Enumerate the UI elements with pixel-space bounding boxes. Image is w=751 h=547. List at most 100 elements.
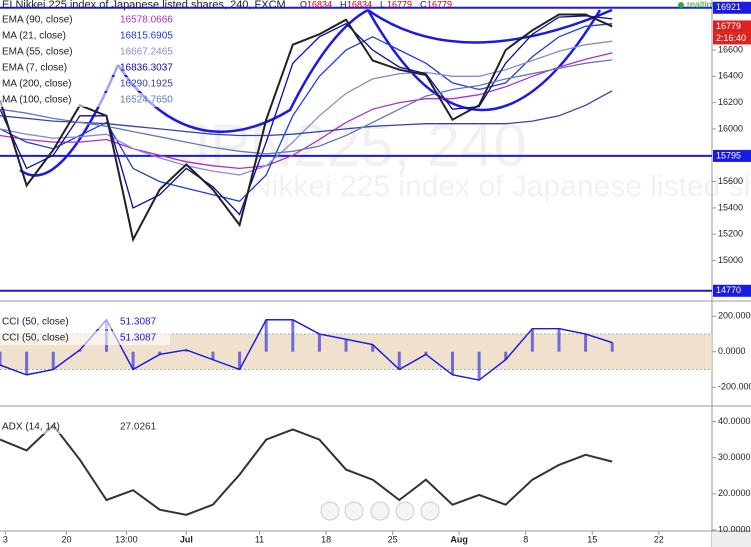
nav-buttons [320, 501, 440, 521]
series-line [0, 423, 613, 516]
legend-value: 16667.2465 [120, 47, 173, 58]
legend-value: 16524.7650 [120, 95, 173, 106]
y-tick-label: 16400 [718, 71, 743, 81]
legend-bg [0, 315, 170, 329]
y-tick-label: 0.0000 [718, 346, 746, 356]
x-tick-label: 13:00 [115, 534, 138, 544]
legend-value: 16815.6905 [120, 31, 173, 42]
symbol-title: EI Nikkei 225 index of Japanese listed s… [2, 0, 286, 11]
x-tick-label: 15 [587, 534, 597, 544]
series-line [0, 52, 613, 170]
countdown-tag-box [713, 32, 751, 45]
price-panel [0, 6, 716, 292]
y-tick-label: 15200 [718, 229, 743, 239]
ohlc-key: O [300, 0, 307, 9]
y-tick-label: 15600 [718, 176, 743, 186]
ohlc-key: H [340, 0, 347, 9]
x-tick-label: 11 [255, 534, 264, 544]
y-tick-label: 15000 [718, 255, 743, 265]
series-line [0, 13, 613, 243]
legend-bg [0, 420, 170, 434]
legend-name: CCI (50, close) [2, 333, 69, 344]
legend-name: EMA (7, close) [2, 63, 67, 74]
legend-name: EMA (90, close) [2, 15, 73, 26]
level-tag: 15795 [716, 150, 741, 160]
legend-value: 51.3087 [120, 333, 157, 344]
legend-name: EMA (55, close) [2, 47, 73, 58]
x-tick-label: 22 [654, 534, 664, 544]
ohlc-value: 16779 [387, 0, 412, 9]
legend-name: MA (21, close) [2, 31, 66, 42]
x-tick-label: 20 [62, 534, 72, 544]
legend-name: CCI (50, close) [2, 317, 69, 328]
level-tag: 16921 [716, 2, 741, 12]
zoom-in[interactable] [395, 501, 415, 521]
x-tick-label: 18 [321, 534, 331, 544]
y-tick-label: 10.0000 [718, 524, 751, 534]
plot-area [0, 6, 726, 535]
zoom-out[interactable] [344, 501, 364, 521]
status-dot [678, 2, 684, 8]
ohlc-key: C [420, 0, 427, 9]
legend-bg [0, 77, 170, 91]
legend-bg [0, 61, 170, 75]
legend-bg [0, 29, 170, 43]
reset[interactable] [370, 501, 390, 521]
legend-bg [0, 93, 170, 107]
level-tag-box [713, 1, 751, 14]
y-tick-label: 20.0000 [718, 488, 751, 498]
level-tag-box [713, 149, 751, 162]
trend-curve [116, 8, 369, 133]
axis-labels: 16600 16400 16200 16000 15600 15400 15200 15000… [3, 1, 751, 544]
legend-value: 51.3087 [120, 317, 157, 328]
cup-rim [367, 8, 613, 44]
ohlc-value: 16834 [307, 0, 332, 9]
scroll-right[interactable] [420, 501, 440, 521]
legend-name: ADX (14, 14) [2, 422, 60, 433]
y-tick-label: 200.0000 [718, 311, 751, 321]
y-tick-label: 40.0000 [718, 416, 751, 426]
x-tick-label: 25 [388, 534, 398, 544]
legend-name: MA (200, close) [2, 79, 71, 90]
ohlc-value: 16834 [347, 0, 372, 9]
legend-name: MA (100, close) [2, 95, 71, 106]
countdown-tag: 2:16:40 [716, 33, 746, 43]
legend-bg [0, 13, 170, 27]
x-tick-label: 3 [3, 534, 8, 544]
y-tick-label: 16600 [718, 44, 743, 54]
series-line [0, 40, 613, 176]
legend-value: 16578.0666 [120, 15, 173, 26]
x-tick-label: Aug [450, 534, 468, 544]
legend-value: 16290.1925 [120, 79, 173, 90]
ohlc-key: L [380, 0, 385, 9]
y-tick-label: -200.0000 [718, 382, 751, 392]
corner [712, 532, 751, 547]
last-price-tag-box [713, 20, 751, 33]
level-tag: 14770 [716, 285, 741, 295]
series-line [0, 15, 613, 216]
watermark: JPN225, 240 [180, 112, 527, 179]
series-line [0, 90, 613, 137]
status: realtime [687, 0, 719, 9]
y-tick-label: 15400 [718, 202, 743, 212]
legend-value: 16836.3037 [120, 63, 173, 74]
y-tick-label: 16200 [718, 97, 743, 107]
legend-bg [0, 331, 170, 345]
cup-curve [366, 9, 602, 112]
x-tick-label: 8 [523, 534, 528, 544]
level-tag-box [713, 284, 751, 297]
last-price-tag: 16779 [716, 21, 741, 31]
ohlc-value: 16779 [427, 0, 452, 9]
y-tick-label: 16000 [718, 123, 743, 133]
scroll-left[interactable] [320, 501, 340, 521]
y-tick-label: 30.0000 [718, 452, 751, 462]
legend: EMA (90, close) 16578.0666 MA (21, close) 1… [0, 13, 173, 434]
ohlc: O 16834 H 16834 L 16779 C 16779 [300, 0, 452, 9]
watermark-sub: Nikkei 225 index of Japanese listed shar… [250, 170, 751, 203]
series-line [0, 59, 613, 155]
legend-bg [0, 45, 170, 59]
legend-value: 27.0261 [120, 422, 157, 433]
x-tick-label: Jul [180, 534, 193, 544]
